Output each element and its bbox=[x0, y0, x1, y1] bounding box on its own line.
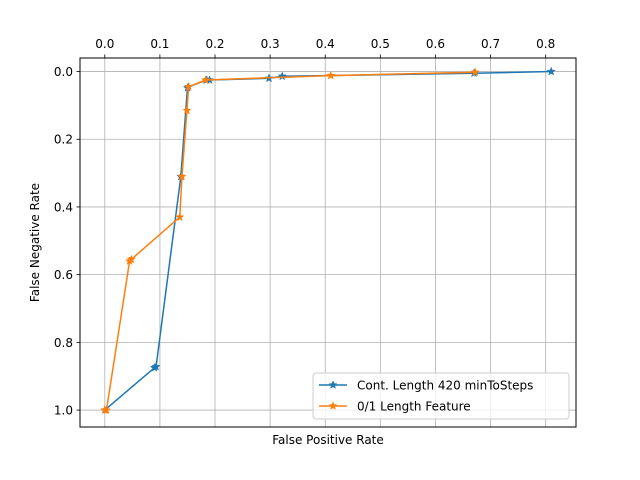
data-point-marker bbox=[470, 67, 480, 77]
x-axis-top: 0.0 0.1 0.2 0.3 0.4 0.5 0.6 0.7 0.8 bbox=[95, 37, 555, 58]
legend-item: 0/1 Length Feature bbox=[319, 400, 471, 414]
series-2 bbox=[100, 67, 480, 415]
legend-box bbox=[312, 372, 570, 420]
y-tick-label: 0.4 bbox=[54, 200, 73, 214]
y-axis-left: 0.0 0.2 0.4 0.6 0.8 1.0 bbox=[54, 65, 80, 418]
data-point-marker bbox=[326, 70, 336, 80]
legend-label: 0/1 Length Feature bbox=[357, 400, 471, 414]
x-tick-label: 0.5 bbox=[371, 37, 390, 51]
data-point-marker bbox=[277, 71, 287, 81]
y-tick-label: 0.6 bbox=[54, 268, 73, 282]
legend-item: Cont. Length 420 minToSteps bbox=[319, 379, 533, 393]
data-point-marker bbox=[126, 254, 136, 264]
legend-entries: Cont. Length 420 minToSteps 0/1 Length Fe… bbox=[319, 379, 533, 414]
x-tick-label: 0.6 bbox=[426, 37, 445, 51]
legend: Cont. Length 420 minToSteps 0/1 Length Fe… bbox=[312, 372, 570, 420]
legend-label: Cont. Length 420 minToSteps bbox=[357, 379, 533, 393]
legend-marker bbox=[328, 401, 338, 410]
data-point-marker bbox=[183, 81, 194, 91]
x-tick-label: 0.4 bbox=[316, 37, 335, 51]
y-tick-label: 0.2 bbox=[54, 133, 73, 147]
x-tick-label: 0.8 bbox=[536, 37, 555, 51]
data-point-marker bbox=[546, 66, 556, 76]
data-point-marker bbox=[101, 405, 112, 415]
data-point-marker bbox=[200, 75, 211, 84]
y-tick-label: 0.0 bbox=[54, 65, 73, 79]
x-tick-label: 0.3 bbox=[261, 37, 280, 51]
data-point-marker bbox=[182, 105, 192, 115]
legend-marker bbox=[328, 380, 338, 389]
data-point-marker bbox=[151, 361, 161, 371]
x-tick-label: 0.2 bbox=[205, 37, 224, 51]
series-layer bbox=[100, 66, 556, 415]
y-tick-label: 0.8 bbox=[54, 336, 73, 350]
data-point-marker bbox=[177, 171, 187, 181]
plot-frame bbox=[79, 57, 577, 428]
x-tick-label: 0.1 bbox=[150, 37, 169, 51]
x-tick-label: 0.0 bbox=[95, 37, 114, 51]
y-axis-label: False Negative Rate bbox=[28, 183, 42, 302]
y-tick-label: 1.0 bbox=[54, 404, 73, 418]
x-tick-label: 0.7 bbox=[481, 37, 500, 51]
x-axis-label: False Positive Rate bbox=[272, 433, 384, 447]
data-point-marker bbox=[175, 212, 185, 222]
